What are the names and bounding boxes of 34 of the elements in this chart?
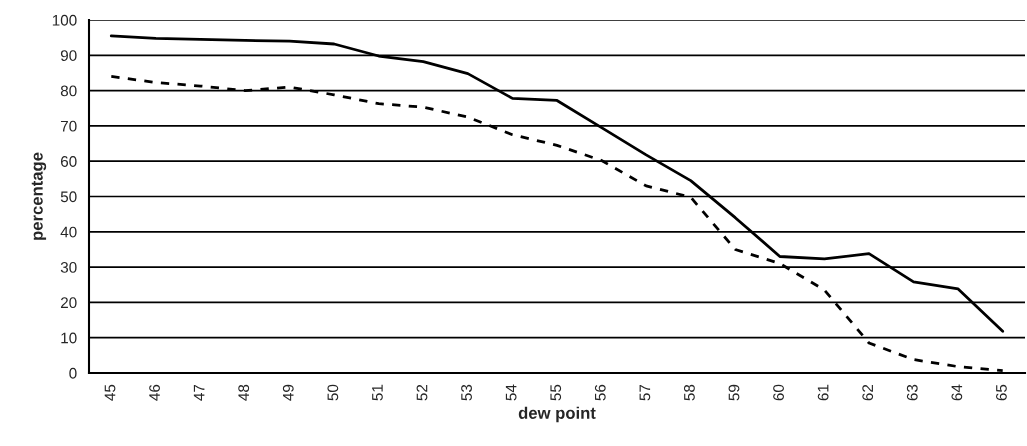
y-tick-label: 70 bbox=[60, 120, 77, 132]
x-tick-label: 59 bbox=[728, 384, 740, 401]
x-tick-label: 57 bbox=[639, 384, 651, 401]
x-tick-label: 61 bbox=[817, 384, 829, 401]
x-axis-title: dew point bbox=[518, 406, 596, 423]
x-tick-label: 63 bbox=[906, 384, 918, 401]
x-tick-label: 46 bbox=[149, 384, 160, 401]
y-tick-label: 0 bbox=[69, 367, 77, 379]
x-tick-label: 50 bbox=[327, 384, 339, 401]
x-tick-label: 65 bbox=[996, 384, 1007, 401]
y-tick-label: 80 bbox=[60, 85, 77, 97]
x-tick-label: 55 bbox=[550, 384, 562, 401]
y-tick-label: 10 bbox=[61, 332, 77, 344]
y-tick-label: 90 bbox=[60, 50, 77, 61]
x-tick-label: 56 bbox=[594, 384, 606, 401]
x-tick-label: 54 bbox=[505, 384, 517, 401]
x-tick-label: 51 bbox=[372, 384, 383, 401]
y-tick-label: 60 bbox=[60, 156, 77, 167]
y-axis-title: percentage bbox=[31, 152, 47, 240]
y-tick-label: 50 bbox=[60, 191, 77, 203]
x-tick-label: 62 bbox=[862, 384, 874, 401]
x-tick-label: 53 bbox=[461, 384, 472, 401]
x-tick-label: 45 bbox=[104, 384, 116, 401]
y-tick-label: 30 bbox=[60, 261, 77, 273]
x-tick-label: 52 bbox=[416, 384, 428, 401]
y-tick-label: 100 bbox=[52, 14, 77, 26]
x-tick-label: 58 bbox=[684, 384, 695, 401]
y-tick-label: 40 bbox=[60, 226, 77, 238]
x-tick-label: 48 bbox=[238, 384, 250, 401]
x-tick-label: 60 bbox=[773, 384, 784, 401]
x-tick-label: 49 bbox=[282, 384, 294, 401]
x-tick-label: 47 bbox=[193, 384, 205, 401]
x-tick-label: 64 bbox=[951, 384, 963, 401]
y-tick-label: 20 bbox=[60, 297, 77, 309]
